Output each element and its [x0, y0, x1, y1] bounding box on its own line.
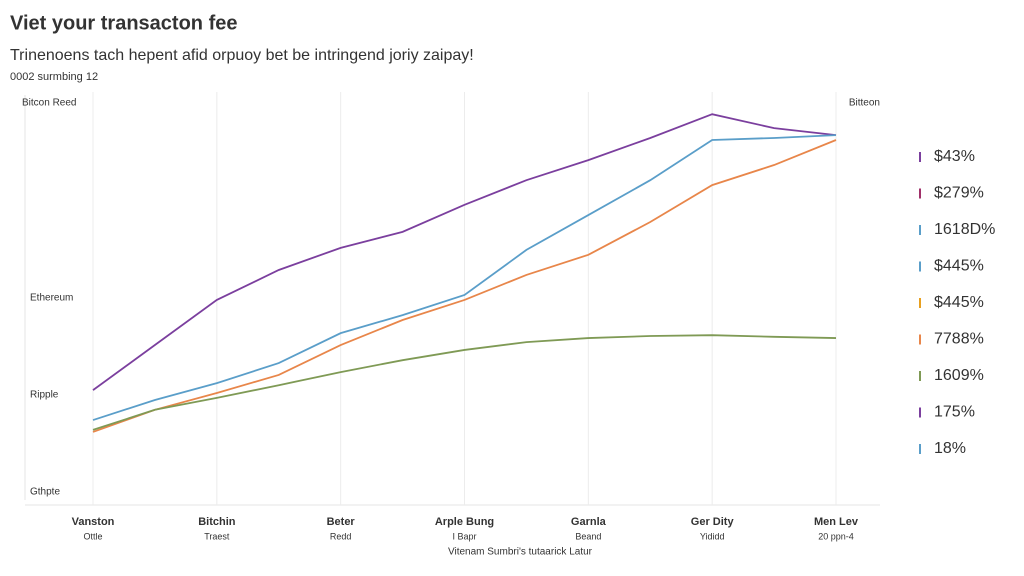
- x-tick-label: Beter: [327, 516, 356, 528]
- y-label: Ripple: [30, 390, 59, 401]
- x-tick-label: Garnla: [571, 516, 607, 528]
- series-line: [92, 113, 837, 391]
- side-label: $445%: [934, 294, 984, 311]
- side-label: $43%: [934, 148, 975, 165]
- x-tick-label: Men Lev: [814, 516, 859, 528]
- x-tick-label: Arple Bung: [435, 516, 494, 528]
- chart-note: 0002 surmbing 12: [10, 71, 98, 83]
- x-tick-sublabel: Ottle: [83, 531, 102, 541]
- x-tick-label: Bitchin: [198, 516, 236, 528]
- y-label: Ethereum: [30, 293, 73, 304]
- side-label: 7788%: [934, 331, 984, 348]
- side-label: $279%: [934, 185, 984, 202]
- y-label: Gthpte: [30, 487, 60, 498]
- series-line: [92, 334, 837, 431]
- side-label: 18%: [934, 440, 966, 457]
- corner-label: Bitteon: [849, 98, 880, 109]
- y-label: Bitcon Reed: [22, 98, 76, 109]
- series-line: [92, 134, 837, 421]
- x-tick-label: Ger Dity: [691, 516, 735, 528]
- chart-title: Viet your transacton fee: [10, 12, 237, 34]
- x-tick-sublabel: I Bapr: [452, 531, 476, 541]
- x-tick-label: Vanston: [72, 516, 115, 528]
- x-tick-sublabel: Traest: [204, 531, 230, 541]
- x-tick-sublabel: Beand: [575, 531, 601, 541]
- x-tick-sublabel: Yididd: [700, 531, 725, 541]
- side-label: 1609%: [934, 367, 984, 384]
- chart-subtitle: Trinenoens tach hepent afid orpuoy bet b…: [10, 47, 474, 64]
- series-line: [92, 139, 837, 433]
- x-axis-label: Vitenam Sumbri's tutaarick Latur: [448, 547, 593, 558]
- x-tick-sublabel: Redd: [330, 531, 352, 541]
- side-label: 1618D%: [934, 221, 995, 238]
- side-label: $445%: [934, 258, 984, 275]
- x-tick-sublabel: 20 ppn-4: [818, 531, 854, 541]
- side-label: 175%: [934, 404, 975, 421]
